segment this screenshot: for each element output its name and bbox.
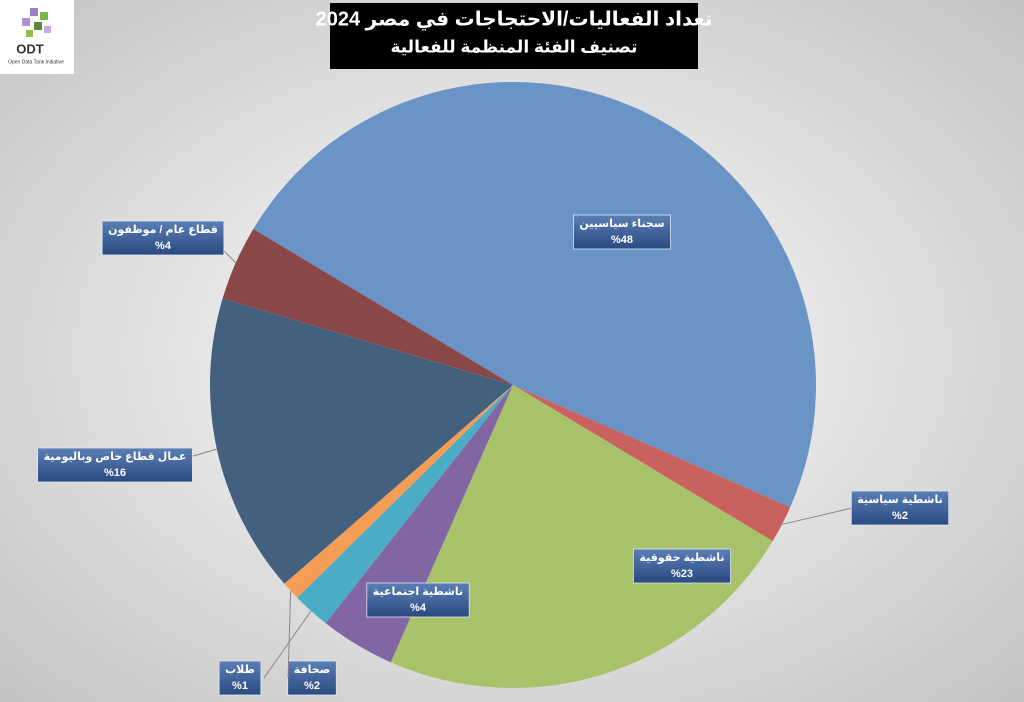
data-label: ناشطية سياسية %2 [850, 490, 950, 526]
leader-line [287, 590, 292, 679]
pie-slice [222, 228, 513, 385]
label-category: عمال قطاع خاص وباليومية [44, 451, 187, 463]
chart-subtitle: تصنيف الفئة المنظمة للفعالية [390, 37, 637, 56]
label-category: طلاب [225, 664, 255, 676]
label-category: ناشطية سياسية [857, 494, 942, 506]
label-value: %23 [671, 568, 693, 580]
pie-slice [390, 385, 773, 689]
label-value: %2 [304, 680, 320, 692]
label-category: ناشطية حقوقية [639, 552, 724, 564]
label-box [37, 447, 193, 483]
label-box [218, 660, 262, 696]
label-value: %2 [892, 510, 908, 522]
label-value: %48 [611, 234, 633, 246]
data-label: طلاب %1 [218, 660, 262, 696]
label-category: صحافة [294, 664, 331, 676]
data-label: صحافة %2 [287, 660, 337, 696]
label-category: قطاع عام / موظفون [108, 224, 218, 236]
label-box [101, 220, 225, 256]
data-label: سجناء سياسيين %48 [573, 214, 671, 250]
leader-line [781, 507, 853, 525]
label-value: %16 [104, 467, 126, 479]
logo-name: ODT [16, 41, 44, 56]
label-value: %4 [410, 602, 427, 614]
title-box [330, 3, 698, 69]
label-box [850, 490, 950, 526]
chart-title: تعداد الفعاليات/الاحتجاجات في مصر 2024 [316, 8, 713, 31]
label-box [366, 582, 470, 618]
label-value: %4 [155, 240, 172, 252]
pie-slice [253, 81, 817, 508]
logo-tagline: Open Data Tank Initiative [8, 59, 64, 65]
pie-slice [513, 385, 791, 542]
logo-icon [22, 8, 51, 37]
data-label: ناشطية حقوقية %23 [633, 548, 731, 584]
label-category: سجناء سياسيين [579, 218, 664, 230]
label-box [573, 214, 671, 250]
pie-slice [284, 385, 513, 598]
data-label: ناشطية اجتماعية %4 [366, 582, 470, 618]
label-value: %1 [232, 680, 248, 692]
label-category: ناشطية اجتماعية [373, 586, 463, 598]
pie-slice [209, 298, 513, 584]
pie-slice [297, 385, 513, 624]
data-label: عمال قطاع خاص وباليومية %16 [37, 447, 193, 483]
leader-line [263, 610, 312, 679]
data-label: قطاع عام / موظفون %4 [101, 220, 225, 256]
label-box [287, 660, 337, 696]
label-box [633, 548, 731, 584]
